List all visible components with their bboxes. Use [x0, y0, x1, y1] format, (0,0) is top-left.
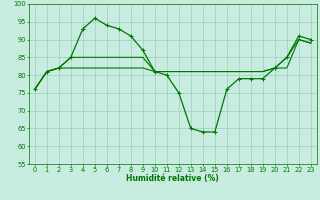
X-axis label: Humidité relative (%): Humidité relative (%) [126, 174, 219, 183]
